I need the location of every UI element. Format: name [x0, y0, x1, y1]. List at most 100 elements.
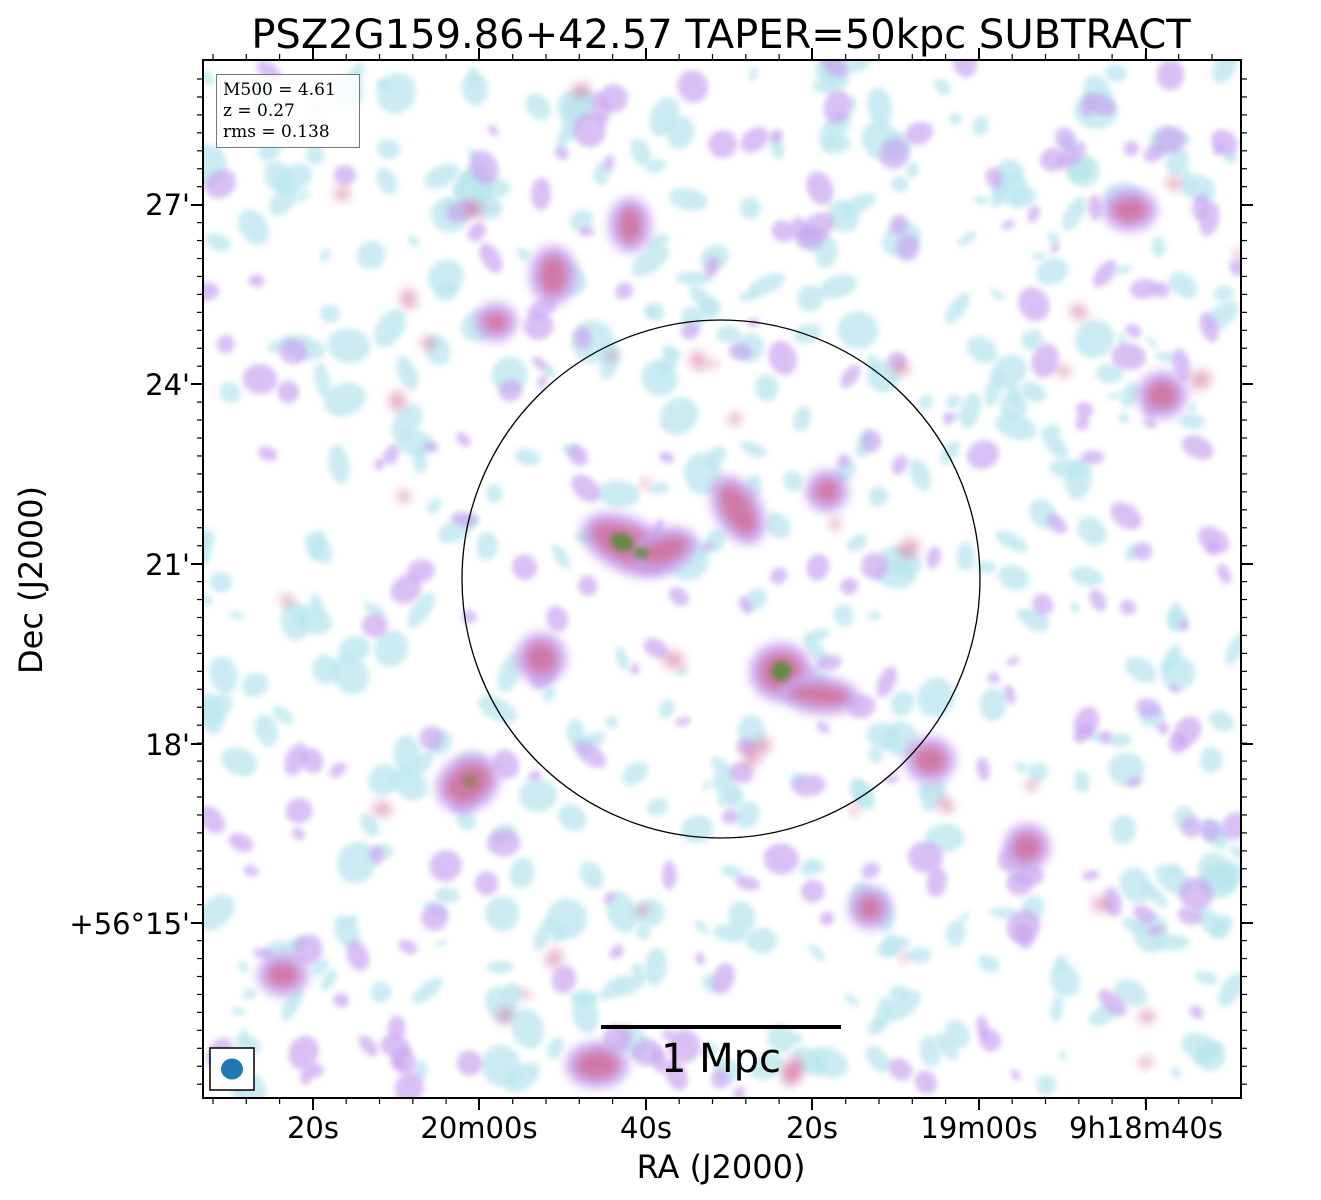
- emission-patch: [944, 292, 971, 324]
- plot-title: PSZ2G159.86+42.57 TAPER=50kpc SUBTRACT: [251, 12, 1191, 58]
- emission-patch: [1110, 815, 1137, 845]
- emission-patch: [891, 175, 909, 193]
- emission-patch: [419, 725, 444, 751]
- emission-patch: [1217, 563, 1232, 584]
- emission-patch: [867, 87, 893, 127]
- emission-patch: [434, 939, 447, 947]
- emission-patch: [479, 243, 503, 274]
- emission-patch: [1138, 1056, 1153, 1069]
- emission-patch: [806, 171, 834, 205]
- emission-patch: [305, 1063, 324, 1078]
- scale-bar-label: 1 Mpc: [661, 1036, 781, 1082]
- emission-patch: [1155, 125, 1186, 154]
- emission-patch: [819, 911, 835, 926]
- emission-patch: [718, 795, 726, 808]
- emission-patch: [721, 809, 738, 825]
- emission-patch: [462, 774, 478, 788]
- emission-patch: [701, 541, 714, 552]
- emission-patch: [531, 177, 551, 211]
- emission-patch: [1124, 656, 1157, 683]
- emission-patch: [539, 255, 567, 295]
- emission-patch: [1125, 324, 1142, 339]
- emission-patch: [1074, 770, 1090, 786]
- emission-patch: [320, 304, 341, 324]
- emission-patch: [815, 654, 842, 672]
- x-tick-label: 9h18m40s: [1069, 1111, 1223, 1145]
- emission-patch: [1070, 566, 1104, 586]
- y-tick-label: 18': [145, 728, 190, 762]
- emission-patch: [972, 115, 989, 137]
- emission-patch: [816, 721, 830, 734]
- emission-patch: [216, 334, 235, 354]
- emission-patch: [635, 904, 649, 916]
- emission-patch: [1210, 914, 1233, 938]
- emission-patch: [606, 350, 619, 362]
- emission-patch: [1112, 198, 1148, 222]
- emission-patch: [311, 958, 330, 977]
- emission-patch: [1199, 312, 1219, 343]
- emission-patch: [771, 661, 791, 681]
- emission-patch: [1031, 252, 1046, 261]
- emission-patch: [966, 335, 998, 364]
- emission-patch: [1197, 852, 1233, 887]
- emission-patch: [866, 722, 900, 751]
- emission-patch: [203, 595, 214, 606]
- emission-patch: [333, 164, 356, 186]
- emission-patch: [306, 145, 325, 165]
- emission-patch: [867, 1018, 885, 1036]
- emission-patch: [768, 340, 797, 376]
- emission-patch: [791, 774, 826, 797]
- emission-patch: [669, 187, 708, 211]
- r500-circle: [461, 319, 981, 839]
- emission-patch: [1089, 588, 1107, 612]
- emission-patch: [979, 687, 1007, 722]
- emission-patch: [1100, 730, 1113, 744]
- emission-patch: [1168, 732, 1188, 754]
- emission-patch: [860, 552, 889, 580]
- emission-patch: [738, 290, 759, 302]
- emission-patch: [615, 282, 634, 300]
- emission-patch: [1015, 761, 1028, 774]
- emission-patch: [867, 353, 880, 374]
- emission-patch: [333, 914, 360, 949]
- emission-patch: [1107, 392, 1123, 400]
- emission-patch: [314, 362, 331, 398]
- emission-patch: [739, 197, 761, 220]
- emission-patch: [1165, 146, 1190, 176]
- emission-patch: [604, 154, 615, 170]
- emission-patch: [372, 801, 392, 817]
- emission-patch: [1121, 917, 1146, 935]
- emission-patch: [532, 356, 548, 370]
- emission-patch: [747, 272, 785, 297]
- emission-patch: [519, 989, 532, 1000]
- emission-patch: [769, 129, 783, 144]
- emission-patch: [659, 397, 699, 436]
- emission-patch: [661, 860, 677, 890]
- emission-patch: [648, 482, 670, 495]
- emission-patch: [370, 981, 392, 1003]
- emission-patch: [373, 629, 409, 668]
- emission-patch: [631, 245, 669, 277]
- emission-patch: [926, 545, 942, 570]
- emission-patch: [633, 547, 649, 559]
- emission-patch: [752, 737, 772, 755]
- emission-patch: [1075, 414, 1090, 431]
- emission-patch: [1014, 921, 1034, 949]
- emission-patch: [640, 477, 650, 489]
- emission-patch: [203, 693, 233, 725]
- y-tick-label: +56°15': [69, 907, 190, 941]
- emission-patch: [1120, 381, 1140, 408]
- emission-patch: [219, 381, 241, 403]
- emission-patch: [818, 274, 858, 300]
- emission-patch: [267, 963, 299, 987]
- emission-patch: [1053, 954, 1068, 973]
- emission-patch: [661, 345, 676, 358]
- emission-patch: [738, 596, 753, 615]
- emission-patch: [661, 1029, 675, 1040]
- emission-patch: [474, 871, 499, 896]
- emission-patch: [1116, 264, 1132, 275]
- emission-patch: [1126, 777, 1143, 788]
- emission-patch: [899, 952, 909, 963]
- emission-patch: [771, 220, 795, 243]
- emission-patch: [868, 747, 884, 764]
